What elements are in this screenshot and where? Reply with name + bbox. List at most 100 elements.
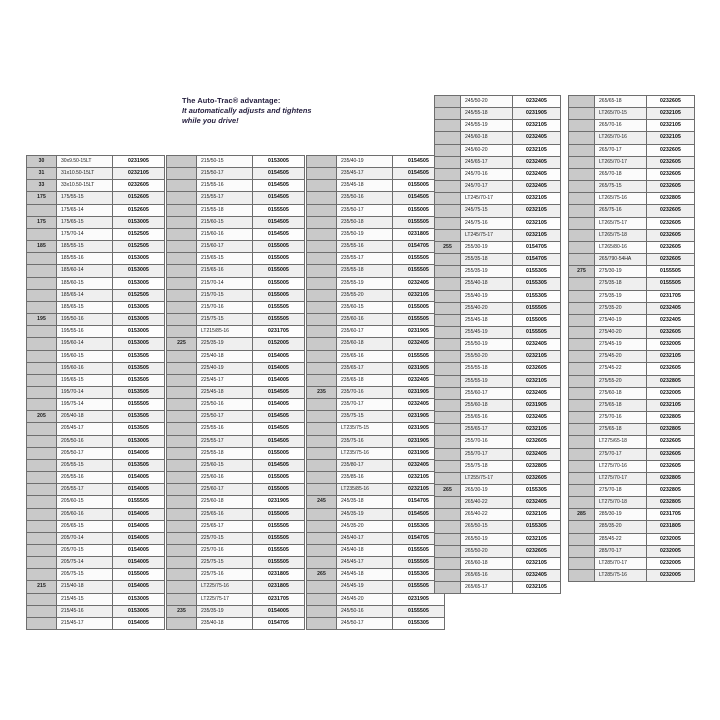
size-group-cell [568, 167, 595, 182]
tire-size-cell: 235/60-18 [336, 337, 393, 351]
tire-size-cell: LT245/70-17 [460, 192, 513, 206]
table-row: 225/55-18 0155005 [166, 446, 305, 460]
part-number-cell: 0153005 [112, 325, 165, 339]
tire-size-cell: 195/70-14 [56, 385, 113, 400]
part-number-cell: 0232405 [512, 180, 561, 194]
table-row: 265/75-15 0232605 [568, 180, 695, 194]
size-group-cell [166, 240, 197, 254]
table-row: LT235/85-16 0232105 [306, 483, 445, 497]
size-group-cell [568, 192, 595, 206]
tire-size-cell: LT235/85-16 [336, 483, 393, 497]
part-number-cell: 0232105 [512, 228, 561, 242]
table-row: 205/55-15 0153505 [26, 458, 165, 473]
table-row: 255/45-18 0155005 [434, 313, 561, 327]
table-row: 245/70-17 0232405 [434, 180, 561, 194]
part-number-cell: 0155505 [252, 543, 305, 558]
size-group-cell: 175 [26, 215, 57, 229]
size-group-cell [166, 276, 197, 290]
part-number-cell: 0231705 [646, 289, 695, 303]
part-number-cell: 0232605 [512, 435, 561, 449]
size-group-cell [306, 604, 337, 618]
tire-size-cell: 265/40-22 [460, 508, 513, 522]
table-row: 235/55-20 0232105 [306, 288, 445, 302]
size-group-cell [166, 592, 197, 606]
size-group-cell [166, 215, 197, 229]
part-number-cell: 0232405 [646, 301, 695, 315]
size-group-cell [306, 191, 337, 205]
size-group-cell [568, 374, 595, 388]
part-number-cell: 0232605 [646, 253, 695, 267]
size-group-cell [166, 483, 197, 497]
table-row: 265/790-54HA 0232605 [568, 253, 695, 267]
tire-size-cell: 275/40-19 [594, 313, 647, 327]
size-group-cell [166, 167, 197, 181]
table-row: 245/45-19 0155505 [306, 580, 445, 594]
part-number-cell: 0155505 [252, 556, 305, 570]
table-row: 245/45-20 0231905 [306, 592, 445, 606]
size-group-cell [166, 434, 197, 448]
table-row: 195/60-15 0153505 [26, 349, 165, 363]
part-number-cell: 0153505 [112, 361, 165, 375]
part-number-cell: 0232405 [646, 313, 695, 327]
table-row: 215/45-16 0153005 [26, 604, 165, 618]
table-row: 33 33x10.50-15LT 0232605 [26, 179, 165, 193]
table-row: LT215/85-16 0231705 [166, 325, 305, 339]
part-number-cell: 0232105 [646, 107, 695, 121]
tire-size-cell: 205/55-16 [56, 471, 113, 485]
tire-size-cell: 225/55-18 [196, 446, 253, 460]
size-group-cell [306, 227, 337, 242]
size-group-cell [166, 361, 197, 375]
tire-size-cell: 285/35-20 [594, 520, 647, 534]
size-group-cell [306, 276, 337, 290]
table-row: 285/45-22 0232005 [568, 532, 695, 546]
tire-size-cell: 245/40-17 [336, 531, 393, 546]
size-group-cell [306, 543, 337, 558]
part-number-cell: 0154505 [392, 191, 445, 205]
size-group-cell [568, 411, 595, 425]
fitment-table-col-4: 245/50-20 0232405 245/55-18 0231905 245/55-1… [434, 94, 561, 595]
tire-size-cell: 255/50-19 [460, 338, 513, 352]
part-number-cell: 0154005 [252, 398, 305, 412]
table-row: 235/55-19 0232405 [306, 276, 445, 290]
tire-size-cell: 265/75-15 [594, 180, 647, 194]
part-number-cell: 0232105 [646, 350, 695, 364]
table-row: 175/65-14 0152605 [26, 203, 165, 217]
table-row: 245/55-18 0231905 [434, 107, 561, 121]
size-group-cell [434, 119, 461, 133]
part-number-cell: 0232405 [512, 386, 561, 400]
table-row: 205/45-17 0153505 [26, 422, 165, 436]
table-row: 225/40-18 0154005 [166, 349, 305, 363]
size-group-cell [26, 325, 57, 339]
table-row: 225/60-16 0155005 [166, 471, 305, 485]
tire-size-cell: 215/70-16 [196, 300, 253, 315]
part-number-cell: 0232005 [646, 338, 695, 352]
size-group-cell [306, 288, 337, 302]
tire-size-cell: 245/70-17 [460, 180, 513, 194]
table-row: 285/70-17 0232005 [568, 544, 695, 558]
size-group-cell [166, 556, 197, 570]
part-number-cell: 0232105 [392, 471, 445, 485]
part-number-cell: 0232105 [512, 556, 561, 571]
part-number-cell: 0155505 [512, 301, 561, 315]
part-number-cell: 0232805 [512, 459, 561, 473]
size-group-cell [306, 361, 337, 375]
table-row: 235/70-17 0232405 [306, 398, 445, 412]
part-number-cell: 0155505 [646, 265, 695, 279]
table-row: 215/50-17 0154505 [166, 167, 305, 181]
size-group-cell [166, 288, 197, 302]
tire-size-cell: 235/50-18 [336, 215, 393, 229]
part-number-cell: 0232605 [646, 216, 695, 230]
tire-size-cell: 185/60-14 [56, 264, 113, 278]
tire-size-cell: LT245/75-17 [460, 228, 513, 242]
size-group-cell [166, 507, 197, 521]
tire-size-cell: 225/55-16 [196, 422, 253, 436]
part-number-cell: 0232105 [512, 119, 561, 133]
size-group-cell [568, 289, 595, 303]
part-number-cell: 0155505 [252, 313, 305, 327]
size-group-cell: 235 [166, 604, 197, 618]
tire-size-cell: 175/65-15 [56, 215, 113, 229]
size-group-cell [306, 215, 337, 229]
size-group-cell [434, 277, 461, 291]
tire-size-cell: 245/40-18 [336, 543, 393, 558]
